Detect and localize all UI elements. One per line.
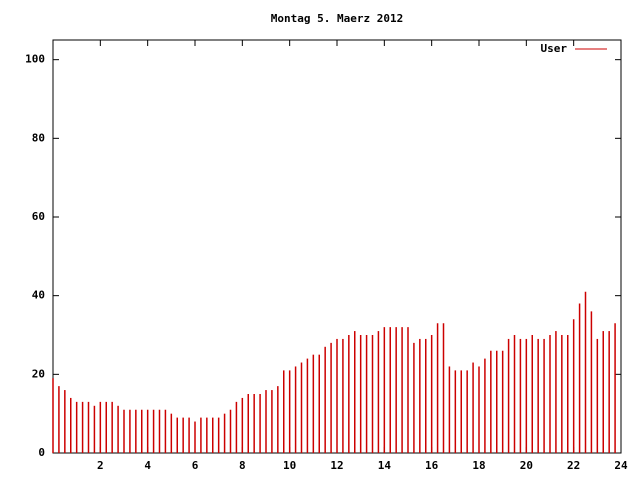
x-tick-label: 16: [425, 459, 439, 472]
x-tick-label: 6: [192, 459, 199, 472]
x-tick-label: 4: [144, 459, 151, 472]
x-tick-label: 14: [378, 459, 392, 472]
x-tick-label: 24: [614, 459, 628, 472]
y-tick-label: 80: [32, 131, 45, 144]
y-tick-label: 60: [32, 210, 45, 223]
x-tick-label: 18: [472, 459, 485, 472]
y-tick-label: 20: [32, 367, 45, 380]
x-tick-label: 22: [567, 459, 580, 472]
y-tick-label: 0: [38, 446, 45, 459]
x-tick-label: 12: [330, 459, 343, 472]
y-tick-label: 40: [32, 289, 45, 302]
x-tick-label: 10: [283, 459, 296, 472]
x-tick-label: 2: [97, 459, 104, 472]
legend-label: User: [541, 42, 568, 55]
y-tick-label: 100: [25, 53, 45, 66]
chart-title: Montag 5. Maerz 2012: [271, 12, 403, 25]
x-tick-label: 20: [520, 459, 533, 472]
x-tick-label: 8: [239, 459, 246, 472]
